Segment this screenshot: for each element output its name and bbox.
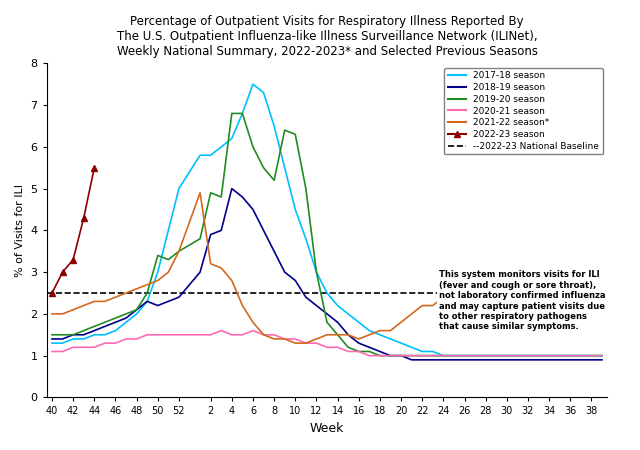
Title: Percentage of Outpatient Visits for Respiratory Illness Reported By
The U.S. Out: Percentage of Outpatient Visits for Resp… [116, 15, 538, 58]
Text: This system monitors visits for ILI
(fever and cough or sore throat),
not labora: This system monitors visits for ILI (fev… [439, 270, 605, 332]
X-axis label: Week: Week [310, 422, 344, 435]
Legend: 2017-18 season, 2018-19 season, 2019-20 season, 2020-21 season, 2021-22 season*,: 2017-18 season, 2018-19 season, 2019-20 … [444, 68, 603, 154]
Y-axis label: % of Visits for ILI: % of Visits for ILI [15, 184, 25, 277]
